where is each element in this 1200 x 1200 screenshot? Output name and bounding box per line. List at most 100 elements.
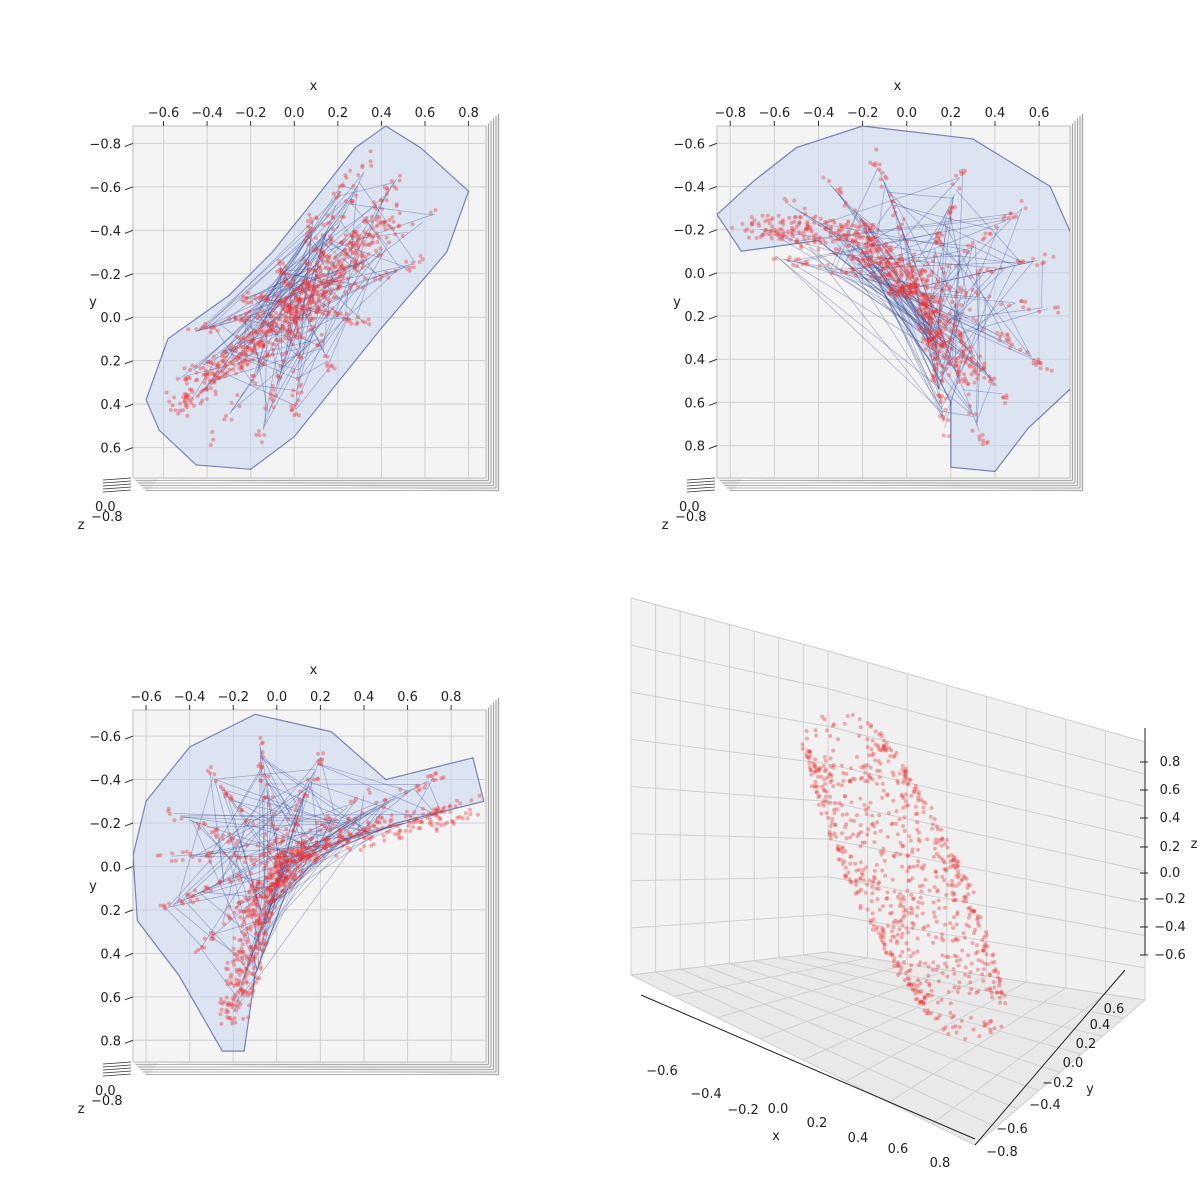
data-point xyxy=(767,221,772,226)
y-tick xyxy=(708,401,718,406)
data-point xyxy=(860,840,865,845)
data-point xyxy=(442,810,447,815)
data-point xyxy=(1007,303,1012,308)
data-point xyxy=(918,895,923,900)
data-point xyxy=(224,413,228,418)
data-point xyxy=(192,403,197,408)
data-point xyxy=(293,821,298,826)
data-point xyxy=(299,297,303,302)
data-point xyxy=(304,234,309,239)
data-point xyxy=(931,854,936,859)
data-point xyxy=(321,311,326,316)
data-point xyxy=(937,906,942,911)
data-point xyxy=(931,373,936,378)
data-point xyxy=(844,873,848,878)
mesh-edge xyxy=(903,290,957,371)
data-point xyxy=(319,249,323,254)
data-point xyxy=(941,321,946,326)
mesh-edge xyxy=(281,855,312,871)
data-point xyxy=(253,381,258,386)
data-point xyxy=(290,299,294,304)
mesh-edge xyxy=(231,337,318,411)
data-point xyxy=(285,858,290,863)
data-point xyxy=(892,753,897,758)
mesh-edge xyxy=(895,291,1016,304)
data-point xyxy=(243,973,248,978)
data-point xyxy=(917,268,922,273)
x-tick-label: 0.2 xyxy=(807,1116,828,1131)
data-point xyxy=(912,284,917,289)
data-point xyxy=(295,864,300,869)
data-point xyxy=(241,909,246,914)
mesh-edge xyxy=(274,235,326,301)
data-point xyxy=(898,256,903,261)
data-point xyxy=(885,265,890,270)
mesh-edge xyxy=(892,260,1035,294)
grid xyxy=(630,597,1146,1146)
data-point xyxy=(743,228,748,233)
data-point xyxy=(945,974,950,979)
data-point xyxy=(988,987,993,992)
data-point xyxy=(330,306,335,311)
data-point xyxy=(829,774,834,779)
data-point xyxy=(319,293,323,297)
data-point xyxy=(326,278,331,283)
data-point xyxy=(906,269,911,274)
data-point xyxy=(274,856,279,861)
mesh-edge xyxy=(975,380,993,423)
data-point xyxy=(225,1015,230,1020)
data-point xyxy=(794,224,799,229)
data-point xyxy=(849,766,854,771)
mesh-edge xyxy=(281,856,294,870)
data-point xyxy=(238,318,243,323)
data-point xyxy=(829,832,834,837)
data-point xyxy=(773,231,778,236)
data-point xyxy=(415,783,420,788)
data-point xyxy=(250,339,255,344)
data-point xyxy=(411,265,416,270)
data-point xyxy=(278,859,283,864)
data-point xyxy=(873,830,878,835)
data-point xyxy=(940,233,945,238)
data-point xyxy=(348,240,353,245)
z-axis-label: z xyxy=(662,518,669,533)
data-point xyxy=(949,206,954,211)
y-tick xyxy=(124,1039,134,1044)
data-point xyxy=(956,963,961,968)
data-point xyxy=(853,239,858,244)
data-point xyxy=(387,218,392,222)
data-point xyxy=(231,362,236,366)
mesh-edge xyxy=(267,801,356,911)
data-point xyxy=(299,306,304,311)
mesh-edge xyxy=(269,788,414,905)
z-tick xyxy=(102,477,132,481)
data-point xyxy=(324,840,329,845)
data-point xyxy=(954,954,959,959)
data-point xyxy=(961,344,966,349)
data-point xyxy=(973,951,978,956)
data-point xyxy=(281,878,286,883)
data-point xyxy=(914,276,919,281)
mesh-edge xyxy=(293,257,370,289)
data-point xyxy=(967,364,972,369)
data-point xyxy=(922,315,927,320)
data-point xyxy=(276,879,281,884)
data-point xyxy=(967,345,972,350)
grid-line xyxy=(753,960,1082,1055)
mesh-edge xyxy=(243,318,301,334)
data-point xyxy=(285,868,290,872)
data-point xyxy=(906,282,911,287)
mesh-edge xyxy=(901,229,940,390)
data-point xyxy=(232,346,237,350)
mesh-edge xyxy=(265,783,421,785)
data-point xyxy=(940,242,944,247)
data-point xyxy=(240,949,245,954)
data-point xyxy=(908,288,913,293)
data-point xyxy=(432,807,437,812)
data-point xyxy=(880,267,885,271)
data-point xyxy=(361,218,366,223)
data-point xyxy=(906,865,911,870)
data-point xyxy=(370,235,375,240)
data-point xyxy=(890,877,895,882)
data-point xyxy=(234,977,239,982)
